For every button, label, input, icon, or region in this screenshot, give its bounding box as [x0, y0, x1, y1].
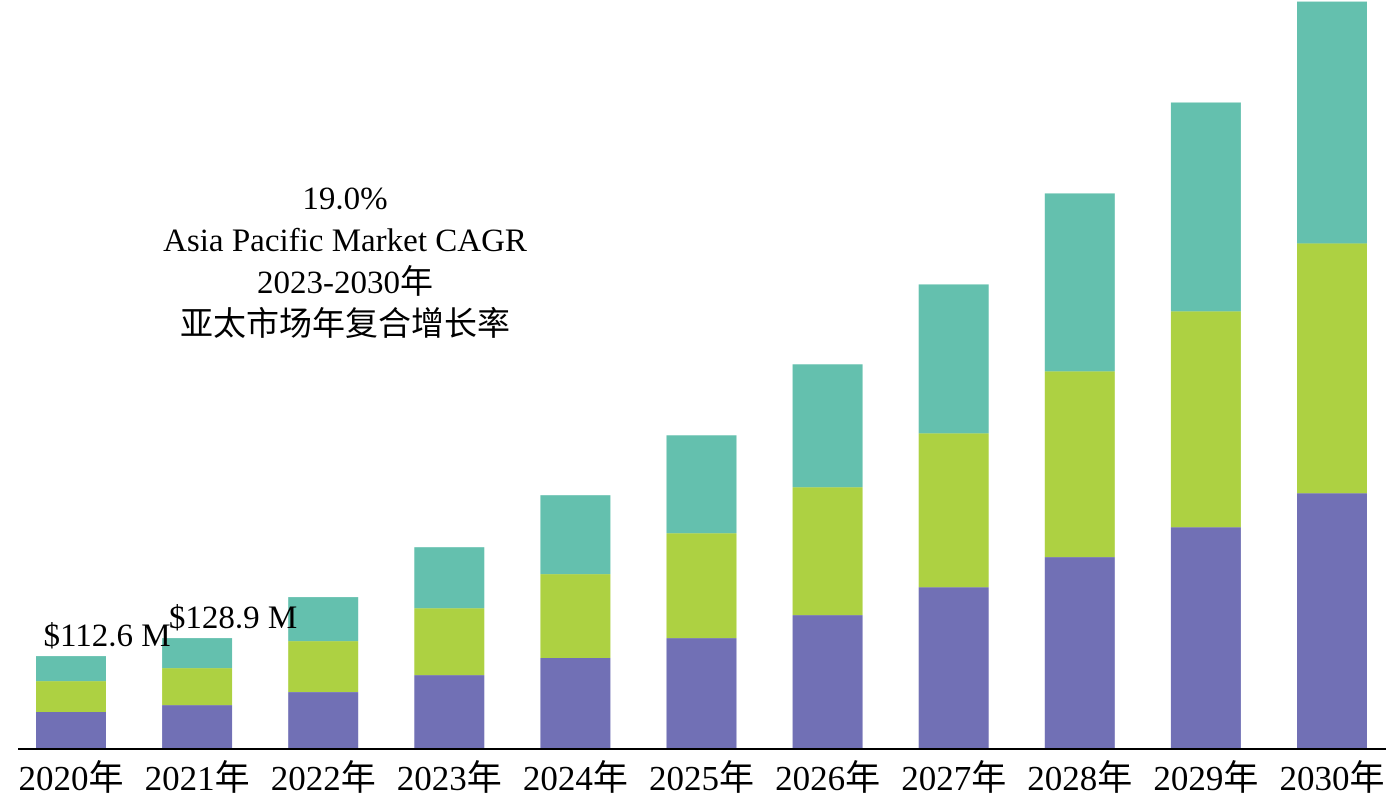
cagr-label-en: Asia Pacific Market CAGR: [163, 223, 527, 259]
value-labels: $112.6 M$128.9 M: [43, 600, 297, 654]
value-label: $112.6 M: [43, 618, 170, 654]
bar-segment-2-2025: [666, 533, 737, 639]
bar-segment-1-2027: [918, 587, 989, 748]
bar-segment-1-2023: [414, 675, 485, 748]
bar-segment-1-2021: [162, 705, 233, 748]
bar-segment-3-2021: [162, 638, 233, 669]
cagr-value: 19.0%: [302, 181, 388, 217]
bar-segment-1-2028: [1044, 557, 1115, 748]
bar-segment-3-2029: [1170, 102, 1241, 312]
bar-segment-1-2020: [36, 712, 106, 748]
bar-segment-2-2022: [288, 641, 359, 692]
value-label: $128.9 M: [169, 600, 297, 636]
cagr-period: 2023-2030年: [257, 265, 433, 301]
bar-segment-3-2023: [414, 547, 485, 609]
bar-segment-2-2020: [36, 681, 106, 712]
bar-segment-3-2025: [666, 435, 737, 534]
x-tick-label: 2022年: [271, 759, 376, 798]
bar-segment-3-2027: [918, 284, 989, 434]
bar-segment-2-2026: [792, 487, 863, 616]
bar-segment-2-2023: [414, 608, 485, 676]
bar-segment-1-2024: [540, 658, 611, 748]
bar-segment-3-2024: [540, 495, 611, 575]
bar-segment-1-2029: [1170, 527, 1241, 748]
x-tick-label: 2020年: [18, 759, 123, 798]
x-tick-label: 2023年: [397, 759, 502, 798]
bar-segment-3-2030: [1297, 1, 1367, 244]
bar-segment-2-2021: [162, 668, 233, 706]
bar-segment-2-2024: [540, 574, 611, 658]
bar-segment-1-2026: [792, 615, 863, 748]
bar-segment-1-2030: [1297, 493, 1367, 748]
x-tick-label: 2027年: [901, 759, 1006, 798]
bar-segment-3-2026: [792, 364, 863, 488]
bar-segment-2-2029: [1170, 311, 1241, 528]
bar-segment-1-2022: [288, 692, 359, 748]
x-tick-label: 2024年: [523, 759, 628, 798]
bar-segment-2-2027: [918, 433, 989, 588]
bar-segment-2-2030: [1297, 243, 1367, 494]
bar-segment-3-2028: [1044, 193, 1115, 372]
x-tick-label: 2025年: [649, 759, 754, 798]
bar-segment-1-2025: [666, 638, 737, 748]
x-tick-label: 2021年: [145, 759, 250, 798]
cagr-label-zh: 亚太市场年复合增长率: [180, 307, 510, 343]
x-tick-label: 2030年: [1279, 759, 1384, 798]
bars-group: [36, 1, 1367, 748]
x-tick-labels: 2020年 2021年 2022年 2023年 2024年 2025年 2026年 2027年…: [18, 759, 1384, 798]
bar-segment-3-2020: [36, 656, 106, 682]
bar-segment-2-2028: [1044, 371, 1115, 558]
x-tick-label: 2026年: [775, 759, 880, 798]
bar-segment-3-2022: [288, 597, 359, 642]
cagr-annotation: 19.0% Asia Pacific Market CAGR 2023-2030…: [90, 178, 600, 346]
x-tick-label: 2028年: [1027, 759, 1132, 798]
x-tick-label: 2029年: [1153, 759, 1258, 798]
